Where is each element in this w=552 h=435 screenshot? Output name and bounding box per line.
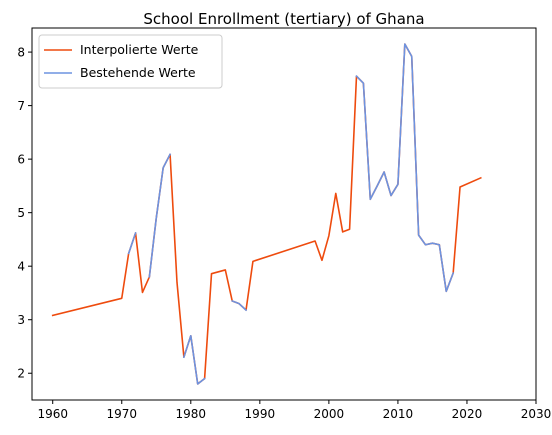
x-tick-label-2010: 2010 bbox=[383, 407, 414, 421]
y-tick-label-5: 5 bbox=[17, 206, 25, 220]
x-tick-label-1960: 1960 bbox=[37, 407, 68, 421]
y-axis: 2 3 4 5 6 7 8 bbox=[17, 46, 32, 381]
series-line-interpolated bbox=[51, 43, 482, 385]
y-tick-label-2: 2 bbox=[17, 367, 25, 381]
x-tick-label-2020: 2020 bbox=[452, 407, 483, 421]
series-line-existing-segment-4 bbox=[231, 299, 248, 312]
x-tick-label-1970: 1970 bbox=[106, 407, 137, 421]
series-line-existing-segment-3 bbox=[182, 334, 206, 385]
legend-label-interpolated: Interpolierte Werte bbox=[80, 42, 199, 57]
y-tick-label-6: 6 bbox=[17, 153, 25, 167]
y-tick-label-4: 4 bbox=[17, 260, 25, 274]
x-tick-label-1990: 1990 bbox=[245, 407, 276, 421]
series-line-existing-segment-1 bbox=[127, 231, 137, 255]
plot-frame bbox=[31, 27, 537, 401]
plot-series bbox=[51, 43, 482, 385]
legend-box bbox=[38, 34, 223, 89]
chart-title: School Enrollment (tertiary) of Ghana bbox=[143, 10, 424, 28]
series-line-existing-segment-5 bbox=[355, 43, 455, 293]
x-tick-label-2030: 2030 bbox=[521, 407, 552, 421]
y-tick-label-3: 3 bbox=[17, 313, 25, 327]
x-tick-label-2000: 2000 bbox=[314, 407, 345, 421]
x-axis: 1960 1970 1980 1990 2000 2010 2020 2030 bbox=[37, 400, 551, 421]
legend: Interpolierte Werte Bestehende Werte bbox=[38, 34, 223, 89]
y-tick-label-7: 7 bbox=[17, 99, 25, 113]
y-tick-label-8: 8 bbox=[17, 46, 25, 60]
x-tick-label-1980: 1980 bbox=[176, 407, 207, 421]
legend-label-existing: Bestehende Werte bbox=[80, 65, 196, 80]
series-line-existing-segment-2 bbox=[148, 153, 172, 278]
